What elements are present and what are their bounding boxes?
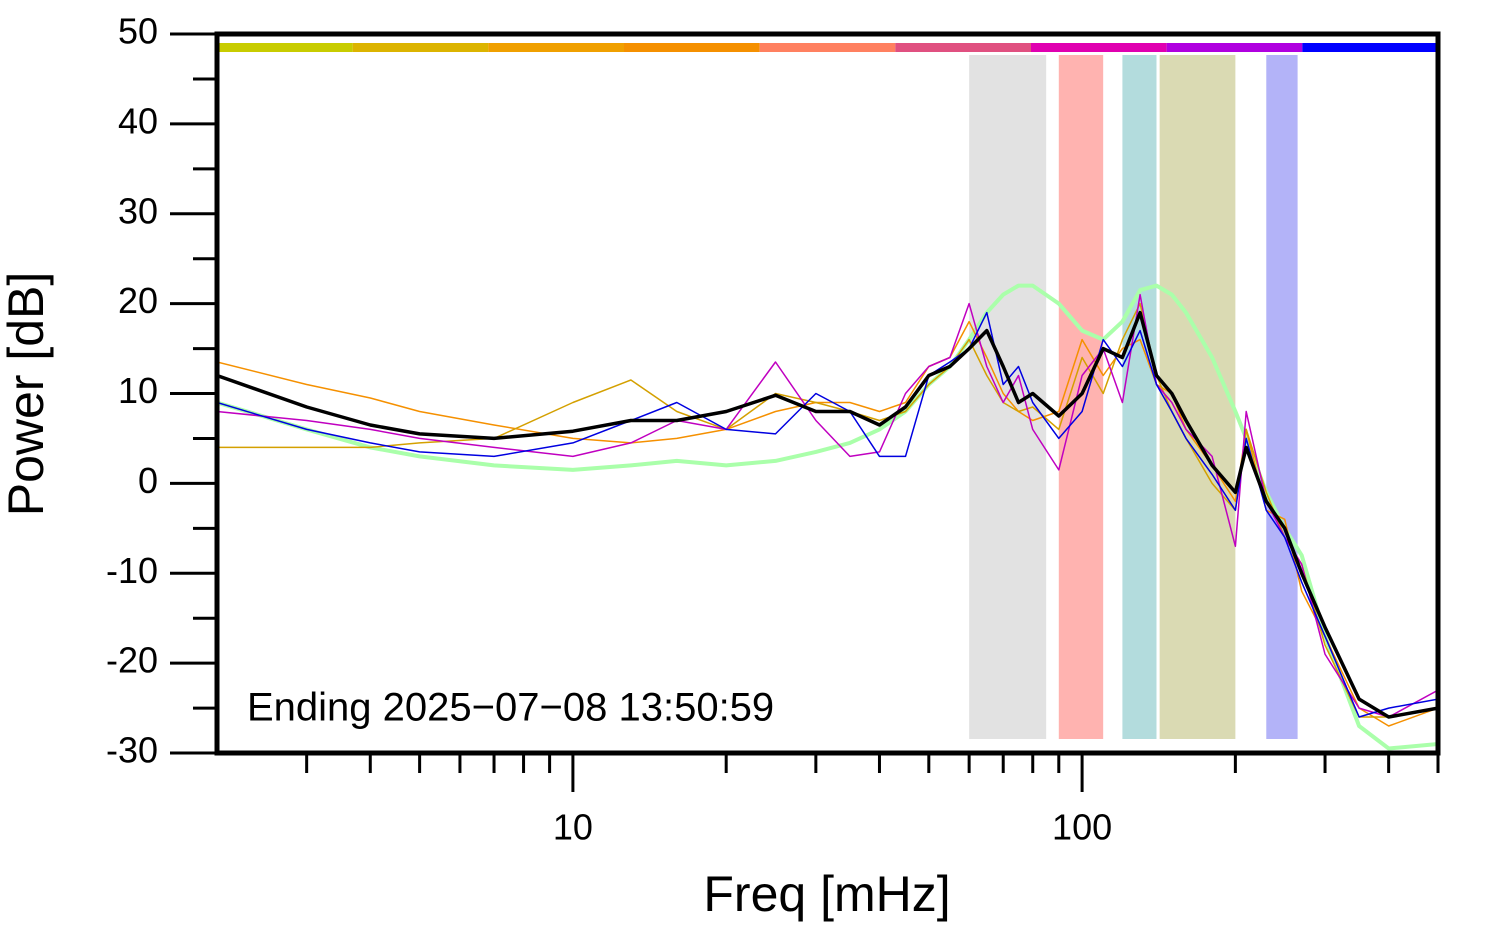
band (1122, 55, 1157, 739)
series-line (217, 320, 1438, 727)
y-tick-label: 50 (118, 11, 158, 52)
color-bar-segment (1031, 43, 1167, 52)
color-bar-segment (217, 43, 353, 52)
series-line (217, 311, 1438, 718)
color-bar-segment (1302, 43, 1438, 52)
y-tick-label: 20 (118, 280, 158, 321)
x-tick-label: 10 (553, 807, 593, 848)
plot-frame (214, 31, 1441, 756)
y-tick-label: 30 (118, 190, 158, 231)
band (969, 55, 1047, 739)
series-line (217, 293, 1438, 718)
lines (217, 283, 1438, 751)
y-tick-label: 0 (138, 460, 158, 501)
series-line (217, 302, 1438, 718)
y-tick-label: 10 (118, 370, 158, 411)
series-line (217, 283, 1438, 751)
y-axis-label: Power [dB] (0, 272, 54, 517)
color-bar-segment (352, 43, 489, 52)
color-bar-segment (895, 43, 1031, 52)
band (1266, 55, 1298, 739)
x-axis-label: Freq [mHz] (703, 866, 950, 922)
annotation: Ending 2025−07−08 13:50:59 (247, 686, 774, 730)
y-tick-label: -20 (106, 640, 158, 681)
series-line (217, 310, 1438, 719)
color-bar-segment (624, 43, 760, 52)
color-bar-segment (488, 43, 624, 52)
color-bar-segment (759, 43, 896, 52)
y-tick-label: -30 (106, 730, 158, 771)
color-bar-segment (1166, 43, 1303, 52)
y-tick-label: -10 (106, 550, 158, 591)
y-tick-label: 40 (118, 100, 158, 141)
x-tick-label: 100 (1052, 807, 1112, 848)
band (1159, 55, 1236, 739)
